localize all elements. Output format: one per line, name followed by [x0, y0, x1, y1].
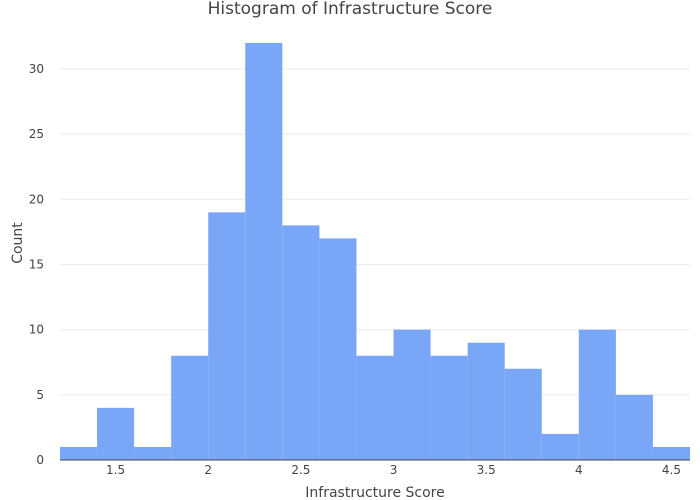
histogram-bar	[467, 342, 505, 460]
histogram-bar	[652, 446, 690, 460]
y-axis-ticks: 0 5 10 15 20 25 30	[29, 62, 44, 467]
bars	[60, 42, 690, 461]
histogram-bar	[578, 329, 616, 460]
histogram-bar	[393, 329, 431, 460]
histogram-bar	[282, 225, 320, 460]
y-tick-label: 30	[29, 62, 44, 76]
histogram-bar	[60, 446, 98, 460]
x-tick-label: 2.5	[291, 463, 310, 477]
y-tick-label: 0	[36, 453, 44, 467]
y-tick-label: 5	[36, 388, 44, 402]
x-tick-label: 4.5	[662, 463, 681, 477]
histogram-bar	[245, 42, 283, 461]
histogram-bar	[356, 355, 394, 460]
y-tick-label: 25	[29, 127, 44, 141]
histogram-bar	[430, 355, 468, 460]
histogram-bar	[208, 212, 246, 460]
x-tick-label: 4	[575, 463, 583, 477]
y-tick-label: 10	[29, 323, 44, 337]
y-tick-label: 15	[29, 257, 44, 271]
histogram-bar	[134, 446, 172, 460]
histogram-bar	[504, 368, 542, 460]
x-axis-ticks: 1.5 2 2.5 3 3.5 4 4.5	[106, 463, 681, 477]
histogram-bar	[319, 238, 357, 460]
y-axis-title: Count	[10, 222, 26, 264]
x-axis-title: Infrastructure Score	[305, 485, 444, 500]
chart-title: Histogram of Infrastructure Score	[208, 0, 493, 19]
x-tick-label: 1.5	[106, 463, 125, 477]
x-tick-label: 2	[204, 463, 212, 477]
histogram-bar	[541, 433, 579, 460]
histogram-bar	[615, 394, 653, 460]
y-tick-label: 20	[29, 192, 44, 206]
histogram-bar	[97, 407, 135, 460]
histogram-bar	[171, 355, 209, 460]
x-tick-label: 3	[390, 463, 398, 477]
x-tick-label: 3.5	[477, 463, 496, 477]
